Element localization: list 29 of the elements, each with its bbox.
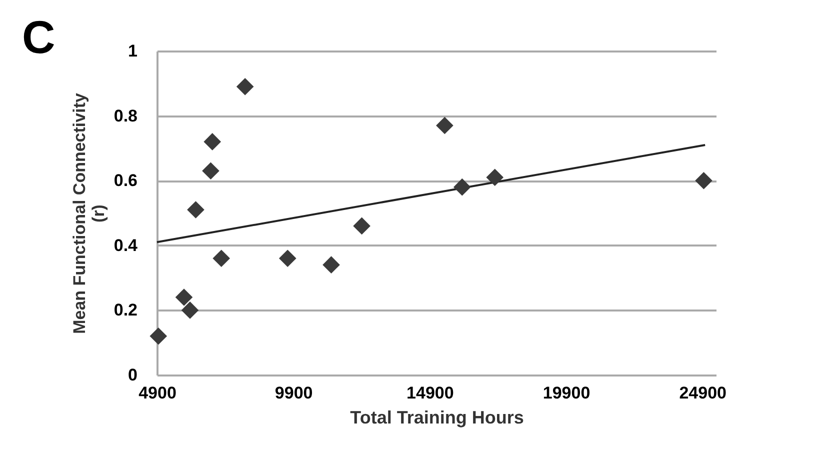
y-tick-label: 0.2 bbox=[114, 300, 138, 320]
x-tick-label: 19900 bbox=[542, 384, 590, 402]
x-tick-label: 24900 bbox=[679, 384, 727, 402]
y-axis-title: Mean Functional Connectivity (r) bbox=[70, 92, 108, 334]
x-tick-label: 14900 bbox=[406, 384, 454, 402]
text: C bbox=[22, 10, 56, 64]
y-tick-label: 0.8 bbox=[114, 106, 138, 126]
point bbox=[236, 78, 254, 96]
point bbox=[150, 327, 168, 345]
x-tick-label: 9900 bbox=[274, 384, 313, 402]
point bbox=[322, 256, 340, 274]
point bbox=[181, 302, 199, 319]
point bbox=[453, 178, 471, 196]
point bbox=[278, 250, 296, 268]
point bbox=[187, 201, 204, 218]
point bbox=[175, 288, 193, 306]
y-tick-label: 0.6 bbox=[114, 171, 138, 190]
point bbox=[436, 116, 454, 134]
y-tick-label: 0 bbox=[128, 366, 138, 384]
point bbox=[202, 162, 220, 180]
y-tick-label: 0.4 bbox=[114, 236, 138, 255]
x-axis-title: Total Training Hours bbox=[350, 408, 524, 428]
point bbox=[204, 133, 222, 150]
point bbox=[486, 168, 504, 186]
x-tick-label: 4900 bbox=[138, 384, 176, 402]
point bbox=[353, 217, 370, 235]
point bbox=[212, 250, 230, 268]
y-tick-label: 1 bbox=[128, 42, 138, 60]
point bbox=[695, 172, 712, 190]
